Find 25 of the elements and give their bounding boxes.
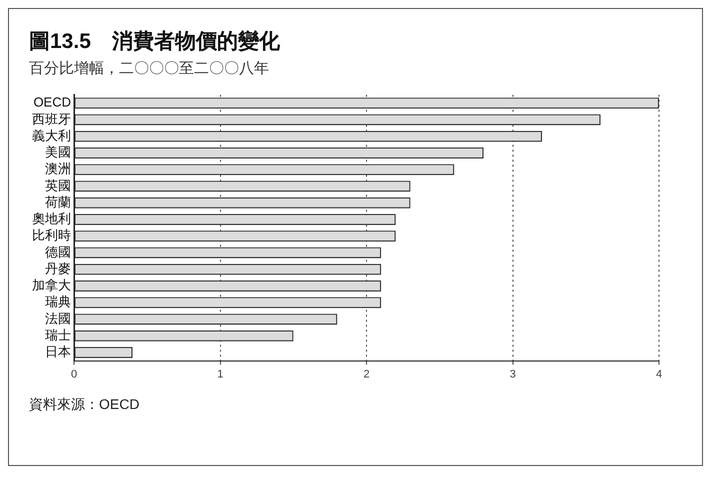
y-tick-label: 義大利 [32,128,71,143]
y-tick-label: 日本 [45,344,71,360]
y-tick-label: 比利時 [32,228,71,243]
x-tick-label: 0 [70,368,78,380]
y-tick-label: OECD [33,94,71,110]
y-tick-label: 加拿大 [32,278,71,293]
y-tick-label: 荷蘭 [45,194,71,210]
y-tick-label: 西班牙 [32,111,71,126]
y-tick-label: 丹麥 [45,260,71,276]
y-tick-label: 澳洲 [45,161,71,176]
frame: 圖13.5 消費者物價的變化 百分比增幅，二〇〇〇至二〇〇八年 0 1 2 3 4 OECD 西班牙 義大利 美國 澳洲 英國 荷蘭 奧地利 比利時 德國 丹麥 加拿大 瑞典 法國 瑞士 日本 資料來源：OECD [8,8,703,466]
x-tick-label: 2 [363,368,370,380]
y-tick-label: 法國 [45,310,71,326]
y-tick-label: 瑞典 [45,294,71,310]
chart-title: 圖13.5 消費者物價的變化 [29,29,281,55]
y-tick-label: 英國 [45,178,71,193]
y-tick-label: 德國 [45,244,71,260]
chart-subtitle: 百分比增幅，二〇〇〇至二〇〇八年 [29,59,270,78]
y-tick-label: 奧地利 [32,211,71,226]
source-note: 資料來源：OECD [29,396,140,414]
x-tick-label: 3 [510,368,516,380]
y-tick-label: 瑞士 [45,327,71,342]
x-tick-label: 4 [656,368,662,380]
y-tick-label: 美國 [45,144,71,160]
x-tick-label: 1 [217,368,224,380]
